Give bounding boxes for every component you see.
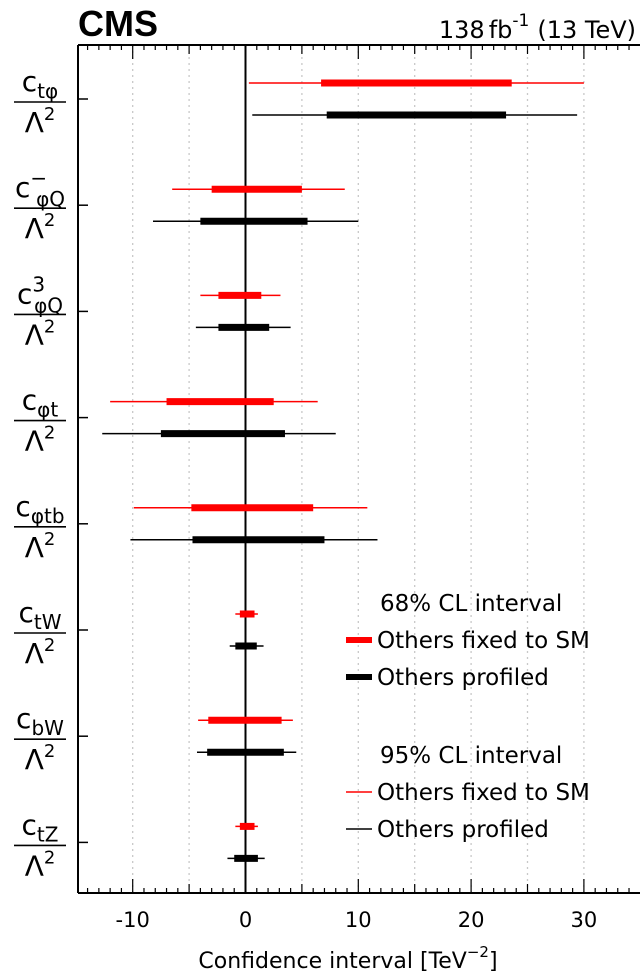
y-label-subscript: bW [31, 716, 64, 740]
y-label-base: c [16, 702, 31, 735]
legend: 68% CL interval Others fixed to SM Others … [346, 591, 590, 843]
y-label-numerator: ctZ [22, 808, 59, 846]
y-label-den-exp: 2 [44, 847, 55, 868]
y-label-denominator: Λ2 [25, 104, 56, 139]
lumi-exp: -1 [512, 11, 529, 31]
y-label-numerator: cφt [22, 384, 59, 422]
legend-title: 95% CL interval [380, 743, 562, 769]
y-label-den-base: Λ [25, 637, 44, 670]
y-label-subscript: φQ [36, 187, 65, 211]
legend-label: Others profiled [377, 817, 549, 843]
y-label-den-exp: 2 [44, 529, 55, 550]
y-label-base: c [18, 596, 33, 629]
y-label-den-exp: 2 [44, 210, 55, 231]
y-label-denominator: Λ2 [25, 635, 56, 670]
x-axis-label-text: Confidence interval [TeV [198, 949, 466, 974]
x-axis-label: Confidence interval [TeV−2] [198, 943, 497, 974]
intervals [102, 79, 584, 862]
experiment-label: CMS [78, 3, 158, 44]
x-tick-label: -10 [116, 908, 150, 932]
x-tick-label: 0 [239, 908, 252, 932]
x-axis-label-close: ] [489, 949, 498, 974]
lumi-unit: fb [489, 16, 513, 44]
y-label-denominator: Λ2 [25, 423, 56, 458]
y-label-base: c [22, 65, 37, 98]
y-label-subscript: tW [34, 610, 62, 634]
legend-label: Others fixed to SM [377, 628, 590, 654]
y-label-numerator: c− φQ [15, 166, 65, 211]
y-label-denominator: Λ2 [25, 529, 56, 564]
y-label-numerator: cφtb [15, 490, 64, 528]
x-axis-label-exp: −2 [467, 943, 489, 961]
y-label-den-base: Λ [25, 849, 44, 882]
y-label-numerator: ctφ [22, 65, 58, 103]
y-label-den-base: Λ [25, 318, 44, 351]
lumi-label: 138 fb-1 (13 TeV) [439, 11, 636, 44]
y-label-base: c [22, 384, 37, 417]
x-tick-label: 10 [345, 908, 372, 932]
x-tick-label: 30 [571, 908, 598, 932]
y-label-superscript: − [30, 166, 47, 190]
y-label-denominator: Λ2 [25, 210, 56, 245]
y-label-den-exp: 2 [44, 741, 55, 762]
legend-label: Others fixed to SM [377, 780, 590, 806]
y-label-numerator: c3 φQ [17, 272, 63, 317]
legend-label: Others profiled [377, 665, 549, 691]
y-label-denominator: Λ2 [25, 741, 56, 776]
y-label-den-exp: 2 [44, 423, 55, 444]
x-tick-label: 20 [458, 908, 485, 932]
y-label-base: c [15, 171, 30, 204]
y-label-subscript: tφ [37, 79, 58, 103]
y-label-den-base: Λ [25, 425, 44, 458]
y-label-base: c [15, 490, 30, 523]
y-label-superscript: 3 [32, 272, 45, 296]
y-label-base: c [17, 277, 32, 310]
y-label-numerator: cbW [16, 702, 64, 740]
y-label-subscript: φt [37, 398, 58, 422]
y-label-numerator: ctW [18, 596, 61, 634]
y-label-den-exp: 2 [44, 316, 55, 337]
y-label-subscript: φQ [34, 293, 63, 317]
y-label-den-exp: 2 [44, 104, 55, 125]
y-label-subscript: tZ [37, 822, 59, 846]
lumi-value: 138 [439, 16, 485, 44]
y-label-base: c [22, 808, 37, 841]
plot-frame [77, 44, 640, 894]
y-label-subscript: φtb [31, 504, 65, 528]
y-label-den-exp: 2 [44, 635, 55, 656]
lumi-energy: (13 TeV) [537, 16, 636, 44]
y-label-den-base: Λ [25, 106, 44, 139]
y-label-den-base: Λ [25, 212, 44, 245]
y-label-den-base: Λ [25, 743, 44, 776]
x-ticks: -10 0 10 20 30 [86, 45, 630, 932]
y-label-denominator: Λ2 [25, 847, 56, 882]
y-label-denominator: Λ2 [25, 316, 56, 351]
y-label-den-base: Λ [25, 531, 44, 564]
legend-title: 68% CL interval [380, 591, 562, 617]
